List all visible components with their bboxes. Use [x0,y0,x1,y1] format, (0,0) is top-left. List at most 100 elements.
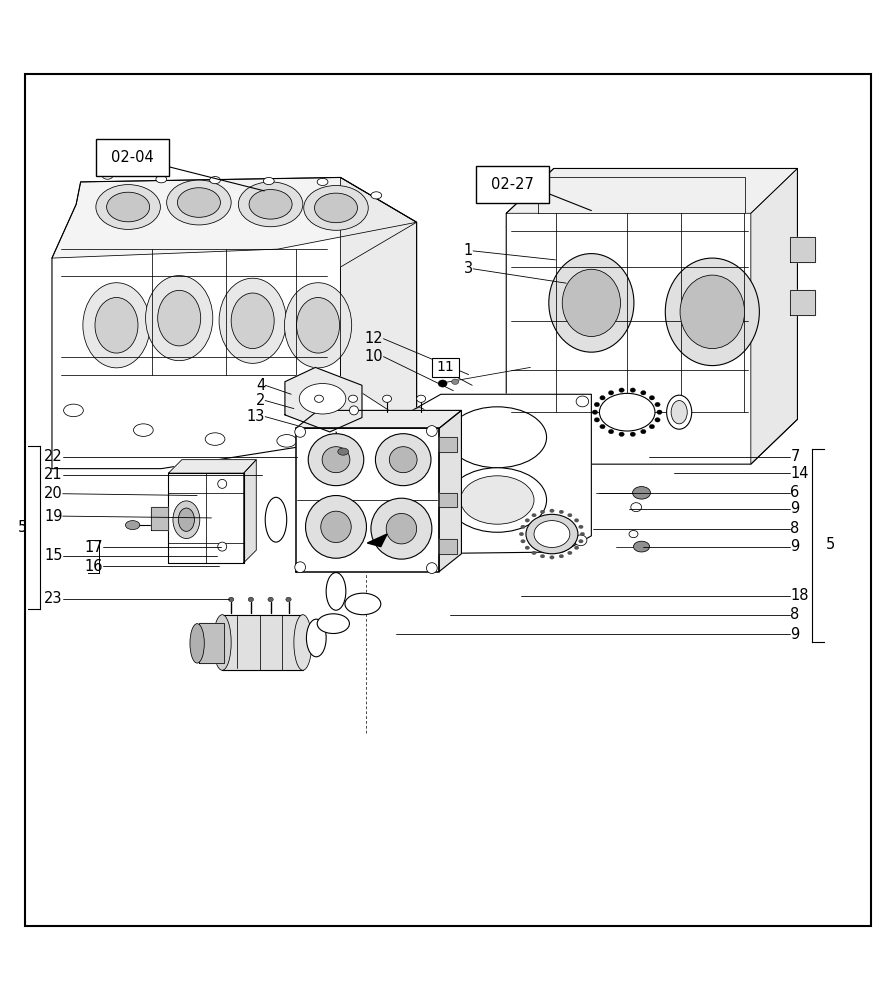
Ellipse shape [525,519,530,522]
Polygon shape [168,473,244,563]
Ellipse shape [574,519,579,522]
Ellipse shape [452,379,459,384]
Ellipse shape [263,177,274,185]
Ellipse shape [413,539,426,550]
Ellipse shape [599,396,605,400]
Polygon shape [52,177,417,469]
Ellipse shape [265,497,287,542]
Ellipse shape [268,597,273,602]
Ellipse shape [650,396,655,400]
Ellipse shape [574,546,579,550]
Text: 20: 20 [44,486,63,501]
Polygon shape [285,367,362,432]
Text: 2: 2 [256,393,265,408]
Ellipse shape [521,525,525,529]
Text: 15: 15 [44,548,63,563]
Ellipse shape [667,395,692,429]
Ellipse shape [64,404,83,417]
Polygon shape [439,493,457,507]
Ellipse shape [540,510,545,514]
Ellipse shape [633,487,650,499]
Ellipse shape [294,615,312,670]
Text: 16: 16 [84,559,103,574]
Text: 13: 13 [246,409,265,424]
Ellipse shape [657,410,662,414]
Ellipse shape [349,395,358,402]
Polygon shape [244,460,256,563]
Text: 02-27: 02-27 [491,177,534,192]
Ellipse shape [540,554,545,558]
Ellipse shape [210,177,220,184]
Polygon shape [168,460,256,473]
Ellipse shape [574,535,587,546]
Ellipse shape [525,546,530,550]
Ellipse shape [390,447,418,473]
Ellipse shape [134,424,153,436]
Text: 14: 14 [790,466,809,481]
Polygon shape [222,615,303,670]
Ellipse shape [599,393,655,431]
Polygon shape [367,534,387,547]
Ellipse shape [177,188,220,217]
Ellipse shape [314,193,358,223]
Text: 17: 17 [84,540,103,555]
Ellipse shape [299,384,346,414]
Ellipse shape [158,290,201,346]
Polygon shape [151,507,168,530]
Polygon shape [439,539,457,554]
Ellipse shape [594,402,599,407]
Ellipse shape [633,541,650,552]
Text: 6: 6 [790,485,799,500]
Ellipse shape [631,503,642,512]
Ellipse shape [532,513,537,517]
Text: 9: 9 [790,501,799,516]
Polygon shape [439,410,461,572]
Text: 10: 10 [365,349,383,364]
Ellipse shape [205,433,225,445]
Text: 22: 22 [44,449,63,464]
Ellipse shape [386,513,417,544]
Ellipse shape [559,554,564,558]
Ellipse shape [680,275,745,349]
Ellipse shape [178,508,194,531]
Ellipse shape [304,186,368,230]
Ellipse shape [218,542,227,551]
Text: 8: 8 [790,521,799,536]
Ellipse shape [438,380,447,387]
Polygon shape [506,168,797,213]
Ellipse shape [321,511,351,543]
Text: 7: 7 [790,449,799,464]
Ellipse shape [519,532,523,536]
Ellipse shape [371,192,382,199]
Text: 3: 3 [464,261,473,276]
Ellipse shape [213,615,231,670]
Ellipse shape [219,278,286,363]
Text: 4: 4 [256,378,265,393]
Ellipse shape [156,176,167,183]
Ellipse shape [592,410,598,414]
Ellipse shape [308,434,364,486]
Ellipse shape [102,172,113,179]
Ellipse shape [326,573,346,610]
Ellipse shape [650,424,655,429]
Text: 5: 5 [18,520,27,535]
FancyBboxPatch shape [96,139,169,176]
Ellipse shape [567,551,572,555]
Text: 02-04: 02-04 [111,150,154,165]
Polygon shape [751,168,797,464]
Ellipse shape [526,514,578,554]
Ellipse shape [231,293,274,349]
Polygon shape [790,290,815,315]
Polygon shape [439,437,457,452]
Ellipse shape [383,395,392,402]
Ellipse shape [426,563,437,573]
Ellipse shape [349,427,368,440]
Text: 8: 8 [790,607,799,622]
Ellipse shape [173,501,200,539]
Text: 1: 1 [464,243,473,258]
Ellipse shape [630,388,635,392]
Ellipse shape [448,407,547,468]
Ellipse shape [563,269,621,336]
Ellipse shape [314,395,323,402]
Ellipse shape [349,406,358,415]
